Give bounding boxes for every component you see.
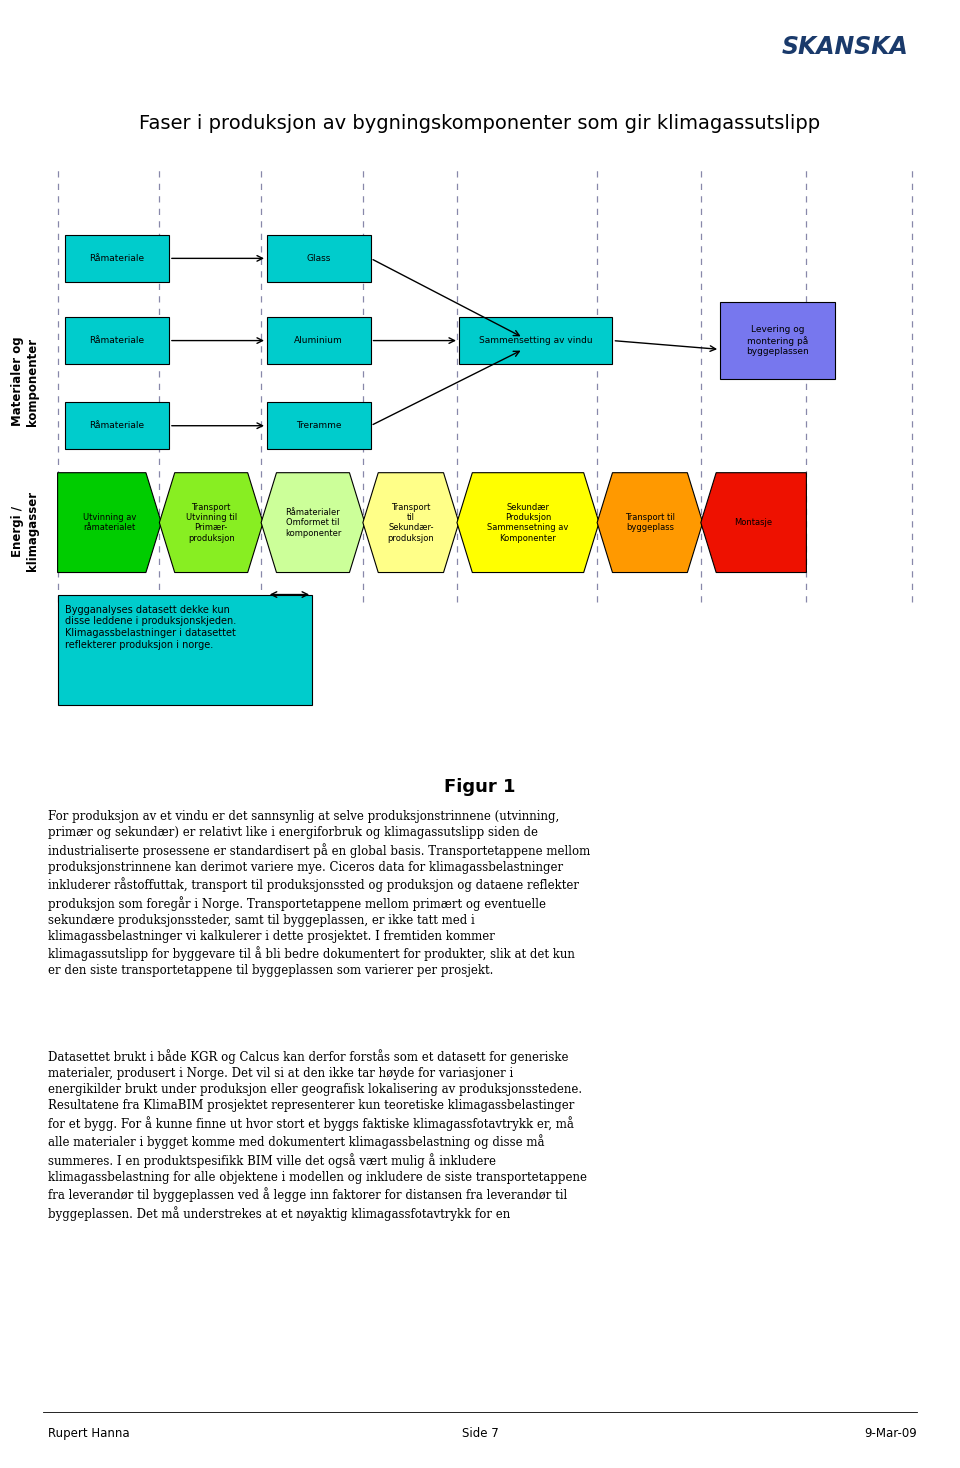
Text: Råmaterialer
Omformet til
komponenter: Råmaterialer Omformet til komponenter (285, 508, 341, 537)
FancyBboxPatch shape (65, 402, 169, 449)
Polygon shape (597, 473, 703, 573)
Text: Råmateriale: Råmateriale (89, 254, 145, 263)
Text: SKANSKA: SKANSKA (781, 35, 908, 59)
Text: Transport til
byggeplass: Transport til byggeplass (625, 512, 675, 533)
FancyBboxPatch shape (267, 317, 371, 364)
Text: Transport
Utvinning til
Primær-
produksjon: Transport Utvinning til Primær- produksj… (185, 502, 237, 543)
FancyBboxPatch shape (267, 402, 371, 449)
Polygon shape (701, 473, 806, 573)
FancyBboxPatch shape (720, 302, 835, 379)
Text: Datasettet brukt i både KGR og Calcus kan derfor forstås som et datasett for gen: Datasettet brukt i både KGR og Calcus ka… (48, 1050, 587, 1221)
Polygon shape (457, 473, 599, 573)
Text: Levering og
montering på
byggeplassen: Levering og montering på byggeplassen (746, 324, 809, 357)
Text: Side 7: Side 7 (462, 1427, 498, 1440)
Text: Utvinning av
råmaterialet: Utvinning av råmaterialet (83, 512, 136, 533)
FancyBboxPatch shape (65, 235, 169, 282)
Text: Treramme: Treramme (296, 421, 342, 430)
FancyBboxPatch shape (459, 317, 612, 364)
Text: Sammensetting av vindu: Sammensetting av vindu (479, 336, 592, 345)
Text: Energi /
klimagasser: Energi / klimagasser (11, 492, 39, 571)
Polygon shape (261, 473, 365, 573)
Text: Sekundær
Produksjon
Sammensetning av
Komponenter: Sekundær Produksjon Sammensetning av Kom… (488, 502, 568, 543)
Text: Rupert Hanna: Rupert Hanna (48, 1427, 130, 1440)
Text: Aluminium: Aluminium (295, 336, 343, 345)
FancyBboxPatch shape (58, 595, 312, 705)
Polygon shape (159, 473, 263, 573)
Polygon shape (363, 473, 459, 573)
Text: Figur 1: Figur 1 (444, 778, 516, 796)
Text: Transport
til
Sekundær-
produksjon: Transport til Sekundær- produksjon (388, 502, 434, 543)
Polygon shape (58, 473, 161, 573)
Text: Montasje: Montasje (734, 518, 773, 527)
Text: For produksjon av et vindu er det sannsynlig at selve produksjonstrinnene (utvin: For produksjon av et vindu er det sannsy… (48, 810, 590, 978)
FancyBboxPatch shape (65, 317, 169, 364)
FancyBboxPatch shape (267, 235, 371, 282)
Text: 9-Mar-09: 9-Mar-09 (864, 1427, 917, 1440)
Text: Glass: Glass (306, 254, 331, 263)
Text: Råmateriale: Råmateriale (89, 336, 145, 345)
Text: Bygganalyses datasett dekke kun
disse leddene i produksjonskjeden.
Klimagassbela: Bygganalyses datasett dekke kun disse le… (65, 605, 236, 650)
Text: Råmateriale: Råmateriale (89, 421, 145, 430)
Text: Materialer og
komponenter: Materialer og komponenter (11, 336, 39, 427)
Text: Faser i produksjon av bygningskomponenter som gir klimagassutslipp: Faser i produksjon av bygningskomponente… (139, 115, 821, 132)
